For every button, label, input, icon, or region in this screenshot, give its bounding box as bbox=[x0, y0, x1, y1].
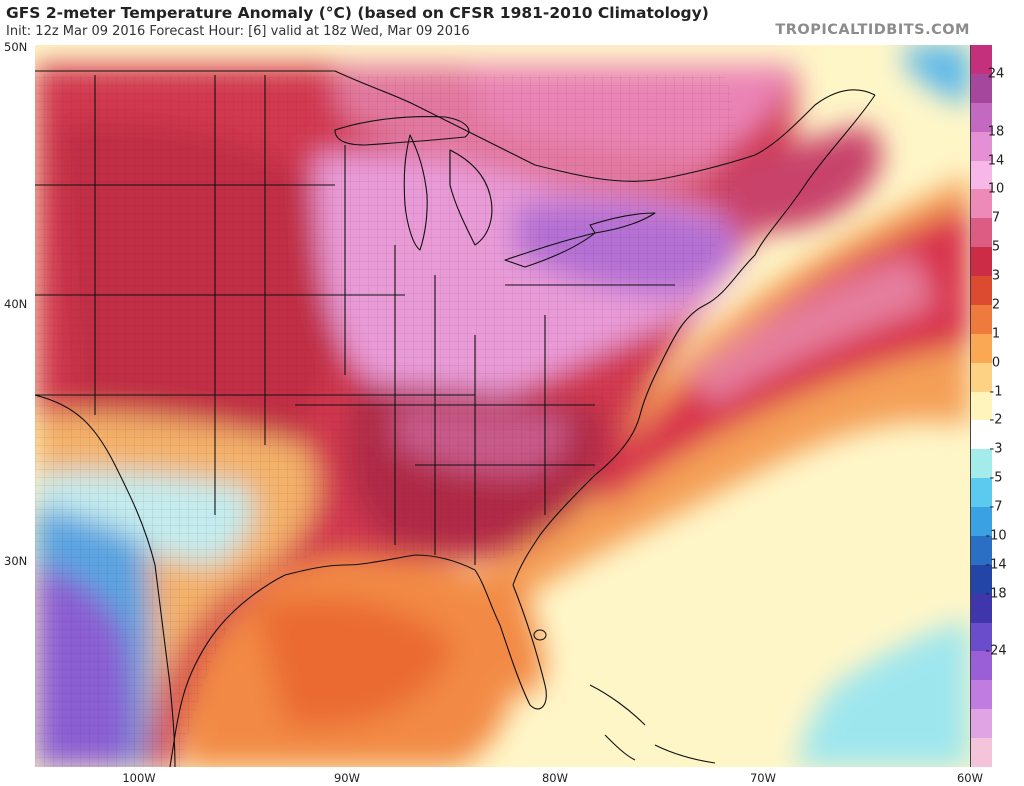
color-scale-swatch bbox=[971, 478, 992, 508]
color-scale-swatch bbox=[971, 564, 992, 595]
boundaries bbox=[35, 70, 876, 767]
color-scale bbox=[970, 45, 992, 768]
site-watermark: TROPICALTIDBITS.COM bbox=[775, 22, 970, 38]
color-scale-label: -18 bbox=[985, 586, 1007, 602]
color-scale-label: -5 bbox=[989, 470, 1003, 486]
color-scale-label: 24 bbox=[987, 66, 1005, 82]
y-label-50n: 50N bbox=[4, 40, 28, 54]
color-scale-swatch bbox=[971, 333, 992, 364]
color-scale-swatch bbox=[971, 593, 992, 624]
color-scale-label: 2 bbox=[991, 297, 1001, 313]
color-scale-label: -1 bbox=[989, 384, 1003, 400]
color-scale-swatch bbox=[971, 709, 992, 739]
color-scale-label: 3 bbox=[991, 268, 1001, 284]
color-scale-swatch bbox=[971, 131, 992, 161]
color-scale-swatch bbox=[971, 45, 992, 75]
color-scale-label: -10 bbox=[985, 528, 1007, 544]
y-label-40n: 40N bbox=[4, 297, 28, 311]
color-scale-swatch bbox=[971, 362, 992, 393]
color-scale-label: 7 bbox=[991, 210, 1001, 226]
color-scale-swatch bbox=[971, 189, 992, 219]
color-scale-swatch bbox=[971, 160, 992, 190]
color-scale-swatch bbox=[971, 651, 992, 681]
color-scale-swatch bbox=[971, 680, 992, 710]
map-title: GFS 2-meter Temperature Anomaly (°C) (ba… bbox=[6, 4, 709, 22]
color-scale-label: -24 bbox=[985, 643, 1007, 659]
color-scale-swatch bbox=[971, 420, 992, 450]
color-scale-swatch bbox=[971, 73, 992, 104]
color-scale-swatch bbox=[971, 738, 992, 768]
county-grid bbox=[35, 75, 738, 767]
x-label-80w: 80W bbox=[541, 771, 569, 785]
color-scale-swatch bbox=[971, 449, 992, 479]
color-scale-label: -3 bbox=[989, 441, 1003, 457]
y-label-30n: 30N bbox=[4, 554, 28, 568]
color-scale-label: 10 bbox=[987, 181, 1005, 197]
color-scale-swatch bbox=[971, 622, 992, 652]
x-label-90w: 90W bbox=[333, 771, 361, 785]
x-label-60w: 60W bbox=[956, 771, 984, 785]
color-scale-swatch bbox=[971, 391, 992, 421]
color-scale-label: 14 bbox=[987, 153, 1005, 169]
forecast-info: Init: 12z Mar 09 2016 Forecast Hour: [6]… bbox=[6, 24, 470, 39]
color-scale-label: 0 bbox=[991, 355, 1001, 371]
lake-okeechobee bbox=[533, 629, 547, 641]
color-scale-label: 5 bbox=[991, 239, 1001, 255]
color-scale-swatch bbox=[971, 218, 992, 248]
color-scale-swatch bbox=[971, 102, 992, 133]
color-scale-swatch bbox=[971, 507, 992, 537]
color-scale-label: -14 bbox=[985, 557, 1007, 573]
color-scale-label: 1 bbox=[991, 326, 1001, 342]
x-label-70w: 70W bbox=[749, 771, 777, 785]
x-label-100w: 100W bbox=[122, 771, 156, 785]
color-scale-label: -2 bbox=[989, 412, 1003, 428]
color-scale-swatch bbox=[971, 247, 992, 277]
color-scale-label: 18 bbox=[987, 124, 1005, 140]
color-scale-swatch bbox=[971, 304, 992, 335]
color-scale-label: -7 bbox=[989, 499, 1003, 515]
color-scale-swatch bbox=[971, 535, 992, 566]
temperature-anomaly-map bbox=[35, 45, 970, 767]
color-scale-swatch bbox=[971, 276, 992, 306]
